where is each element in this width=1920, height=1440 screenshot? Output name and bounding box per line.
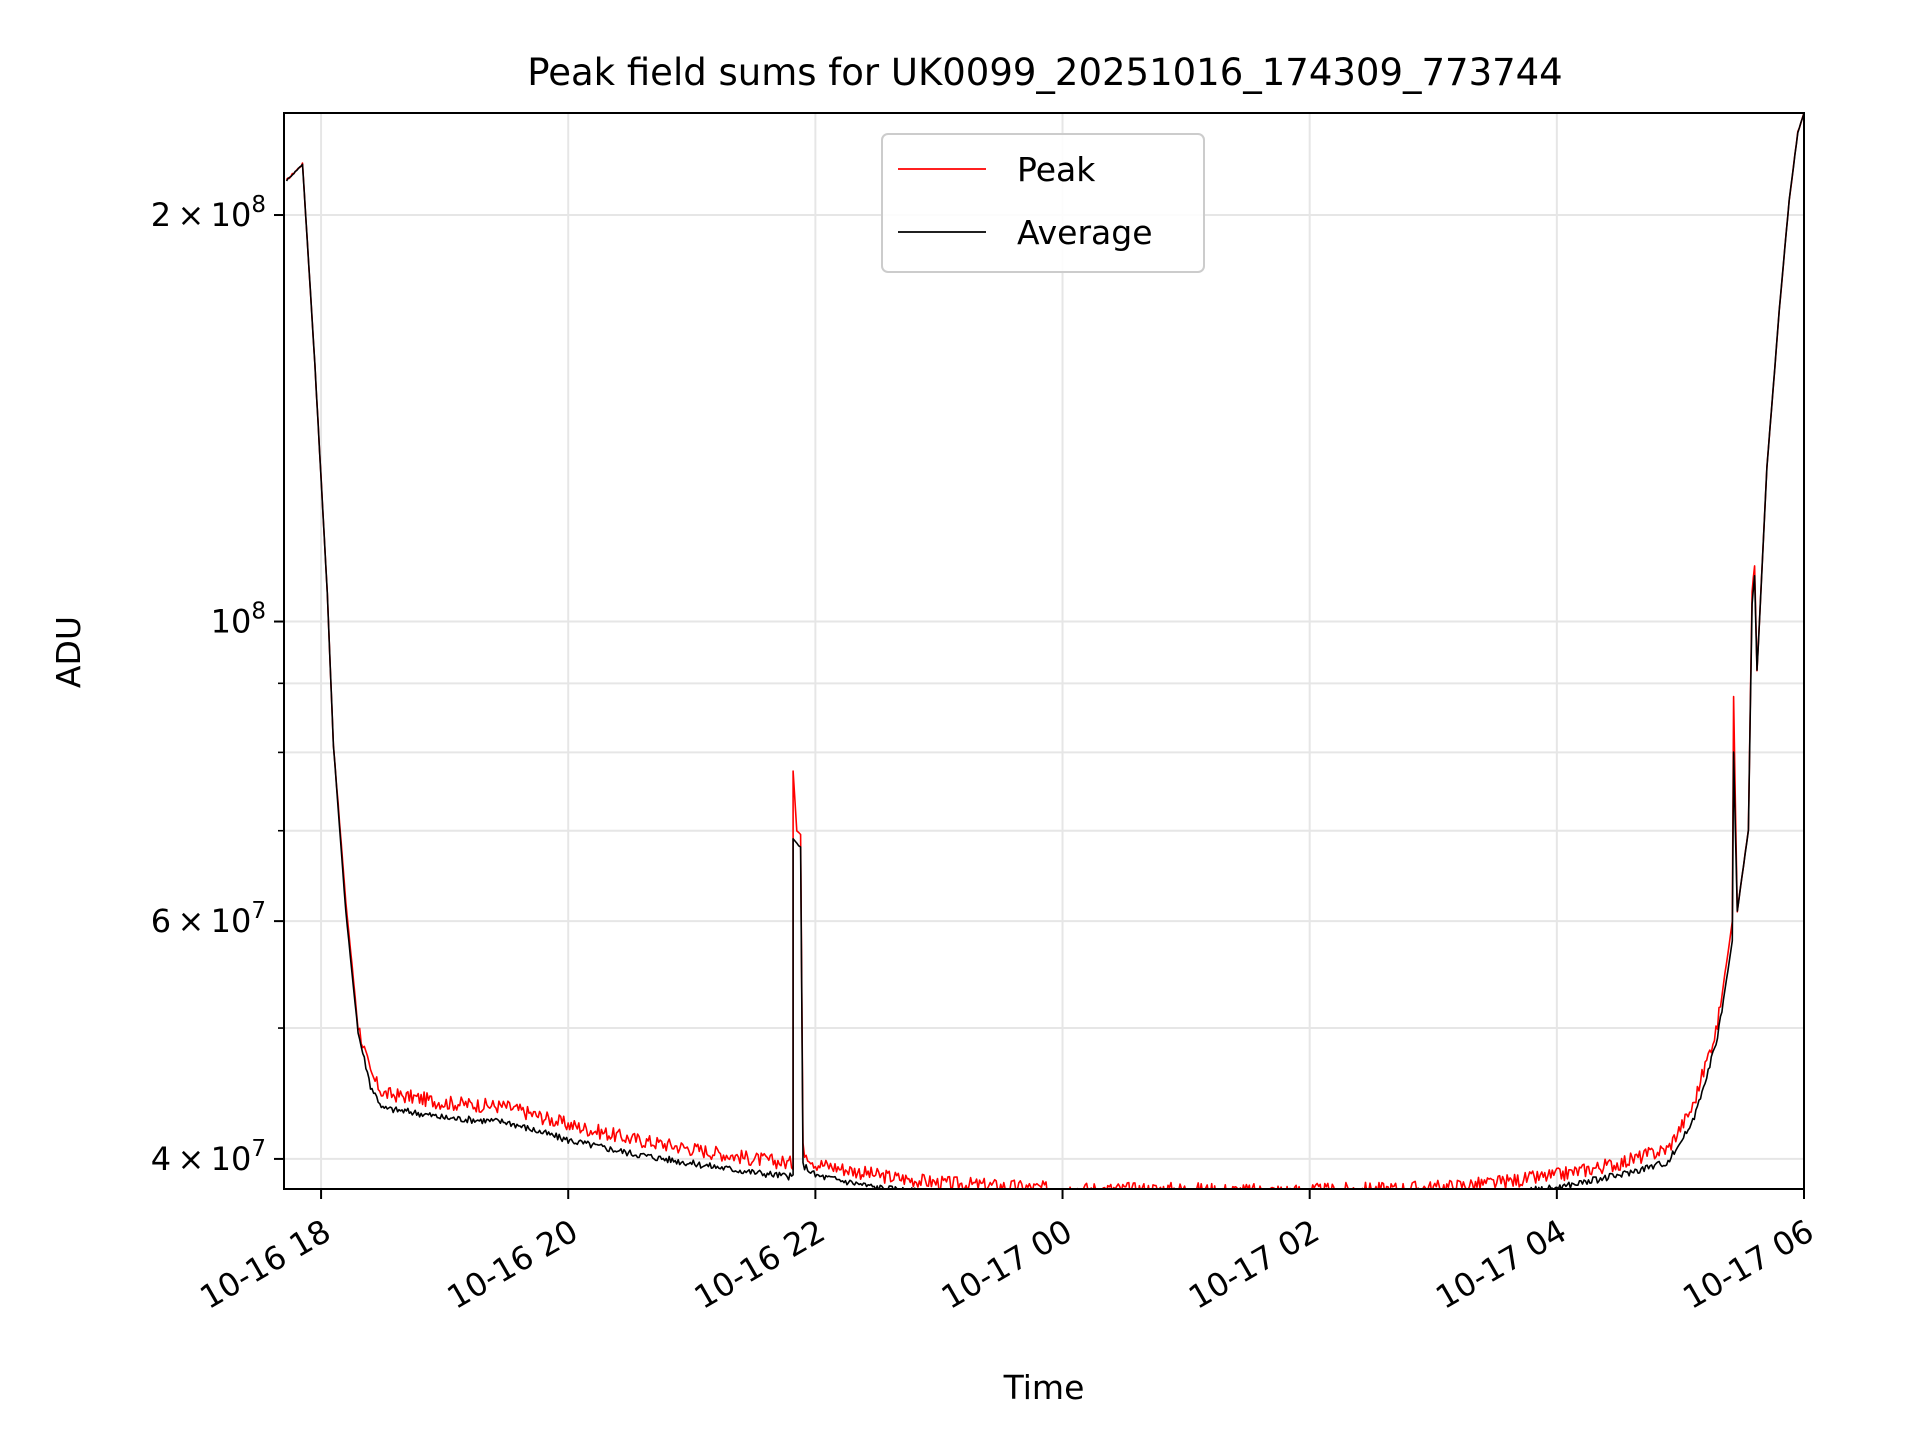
y-tick-label: 6 × 107 xyxy=(151,898,266,940)
y-tick-label: 2 × 108 xyxy=(151,192,266,234)
y-tick-label: 4 × 107 xyxy=(151,1136,266,1178)
plot-frame xyxy=(283,112,1805,1190)
y-axis-label: ADU xyxy=(49,616,88,688)
series-line-peak xyxy=(285,113,1804,1189)
chart-title: Peak field sums for UK0099_20251016_1743… xyxy=(527,51,1562,94)
legend-average-label: Average xyxy=(1017,213,1153,252)
y-axis: 4 × 107 6 × 107 108 2 × 108 xyxy=(151,192,284,1178)
y-tick-label: 108 xyxy=(211,599,266,641)
legend-peak-label: Peak xyxy=(1017,150,1096,189)
legend: Peak Average xyxy=(881,133,1205,273)
x-axis-label: Time xyxy=(1003,1368,1085,1407)
